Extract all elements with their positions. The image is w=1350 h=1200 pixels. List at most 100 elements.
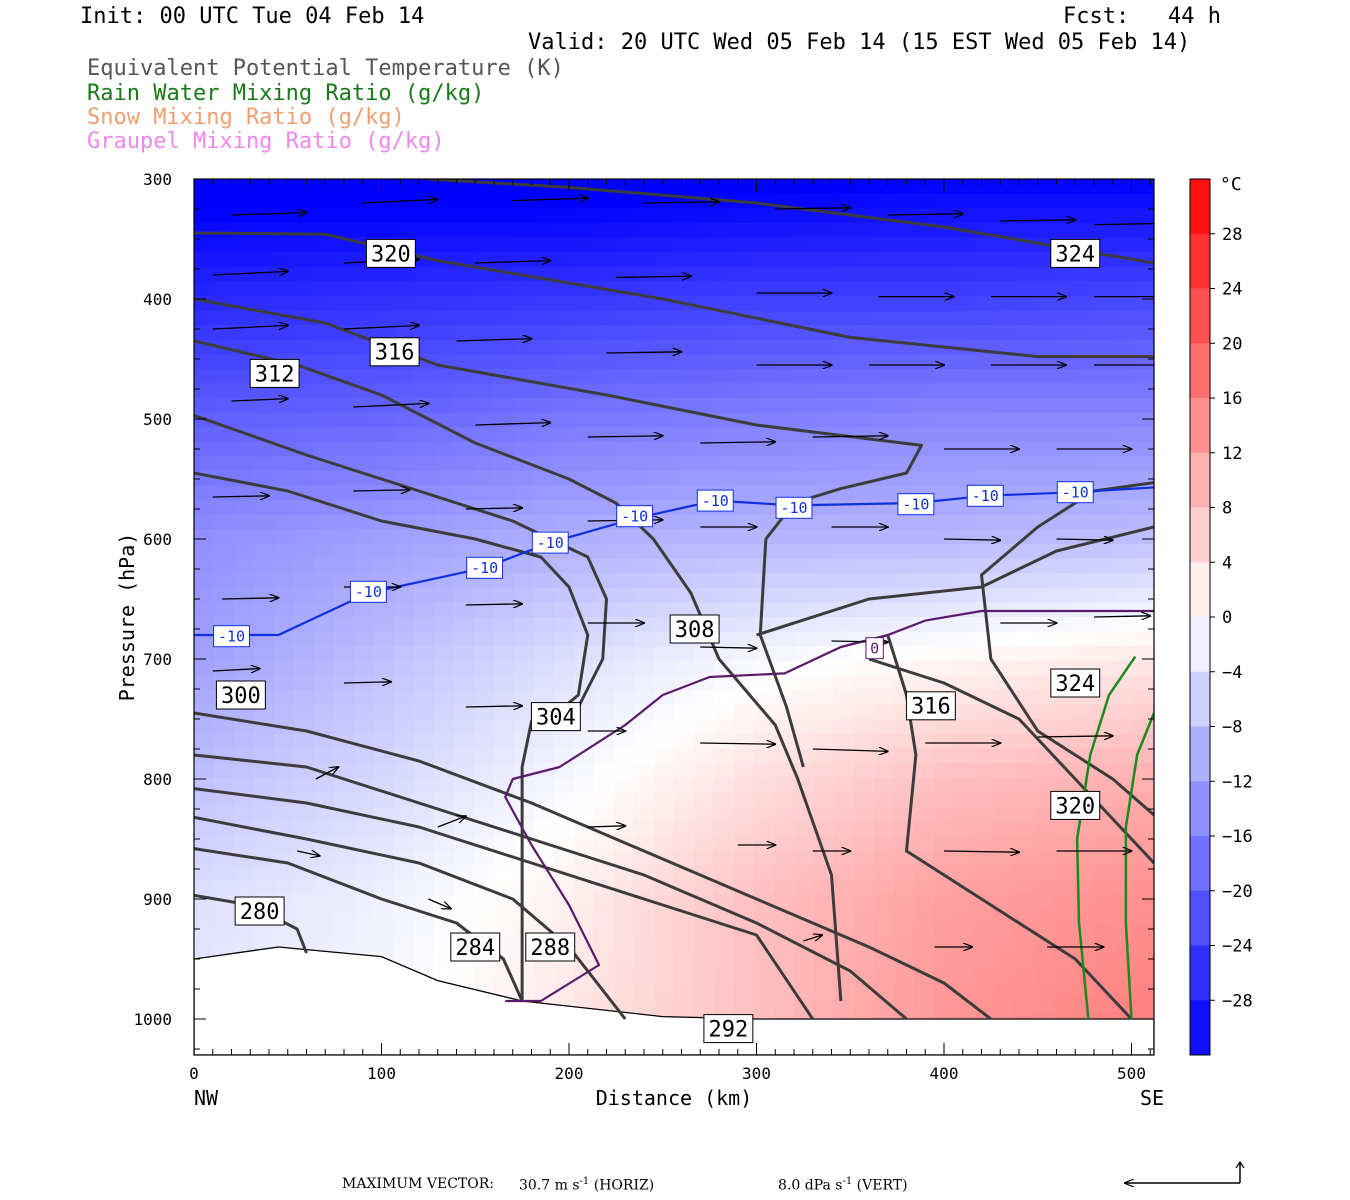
field-cell: [774, 456, 795, 472]
field-cell: [694, 222, 715, 238]
field-cell: [1054, 529, 1075, 545]
field-cell: [834, 865, 855, 881]
field-cell: [974, 704, 995, 720]
field-cell: [834, 879, 855, 895]
field-cell: [294, 295, 315, 311]
field-cell: [834, 996, 855, 1012]
field-cell: [374, 938, 395, 954]
field-cell: [1034, 208, 1055, 224]
field-cell: [714, 675, 735, 691]
field-cell: [394, 836, 415, 852]
field-cell: [394, 587, 415, 603]
field-cell: [654, 836, 675, 852]
field-cell: [714, 982, 735, 998]
field-cell: [1134, 412, 1154, 428]
field-cell: [834, 354, 855, 370]
wind-vector: [700, 743, 775, 744]
field-cell: [834, 894, 855, 910]
field-cell: [854, 310, 875, 326]
field-cell: [1114, 281, 1135, 297]
field-cell: [1014, 368, 1035, 384]
field-cell: [1014, 996, 1035, 1012]
field-cell: [514, 383, 535, 399]
wind-vector: [353, 490, 409, 491]
field-cell: [194, 281, 215, 297]
theta-e-line: [194, 413, 608, 1001]
field-cell: [1054, 310, 1075, 326]
field-cell: [694, 748, 715, 764]
field-cell: [854, 325, 875, 341]
field-cell: [854, 514, 875, 530]
field-cell: [734, 339, 755, 355]
field-cell: [1114, 310, 1135, 326]
field-cell: [454, 719, 475, 735]
field-cell: [1094, 325, 1115, 341]
field-cell: [374, 763, 395, 779]
field-cell: [414, 222, 435, 238]
field-cell: [514, 602, 535, 618]
field-cell: [634, 325, 655, 341]
field-cell: [734, 806, 755, 822]
field-cell: [274, 544, 295, 560]
field-cell: [594, 558, 615, 574]
field-cell: [614, 777, 635, 793]
field-cell: [434, 558, 455, 574]
colorbar-unit: °C: [1220, 174, 1242, 195]
field-cell: [1034, 879, 1055, 895]
field-cell: [1014, 398, 1035, 414]
field-cell: [854, 923, 875, 939]
field-cell: [294, 646, 315, 662]
field-cell: [394, 923, 415, 939]
field-cell: [1134, 587, 1154, 603]
field-cell: [1134, 675, 1154, 691]
field-cell: [274, 675, 295, 691]
rain-line: [1124, 712, 1154, 1020]
field-cell: [214, 237, 235, 253]
field-cell: [774, 368, 795, 384]
field-cell: [494, 252, 515, 268]
field-cell: [1034, 310, 1055, 326]
field-cell: [1014, 456, 1035, 472]
field-cell: [754, 514, 775, 530]
field-cell: [1034, 427, 1055, 443]
field-cell: [214, 660, 235, 676]
field-cell: [894, 865, 915, 881]
field-cell: [854, 748, 875, 764]
field-cell: [194, 602, 215, 618]
field-cell: [1114, 237, 1135, 253]
field-cell: [794, 836, 815, 852]
field-cell: [734, 295, 755, 311]
field-cell: [234, 733, 255, 749]
field-cell: [574, 529, 595, 545]
field-cell: [874, 310, 895, 326]
field-cell: [234, 646, 255, 662]
field-cell: [894, 938, 915, 954]
field-cell: [954, 529, 975, 545]
field-cell: [854, 558, 875, 574]
field-cell: [474, 850, 495, 866]
field-cell: [914, 558, 935, 574]
field-cell: [594, 427, 615, 443]
field-cell: [974, 427, 995, 443]
field-cell: [754, 909, 775, 925]
field-cell: [274, 704, 295, 720]
field-cell: [1134, 777, 1154, 793]
field-cell: [874, 982, 895, 998]
field-cell: [634, 748, 655, 764]
field-cell: [914, 660, 935, 676]
field-cell: [374, 368, 395, 384]
field-cell: [1094, 894, 1115, 910]
field-cell: [494, 412, 515, 428]
field-cell: [1034, 660, 1055, 676]
field-cell: [454, 441, 475, 457]
field-cell: [794, 719, 815, 735]
field-cell: [814, 368, 835, 384]
field-cell: [634, 879, 655, 895]
field-cell: [574, 660, 595, 676]
field-cell: [1114, 982, 1135, 998]
field-cell: [994, 427, 1015, 443]
theta-e-label-box: [905, 691, 956, 721]
field-cell: [314, 879, 335, 895]
field-cell: [974, 938, 995, 954]
field-cell: [774, 325, 795, 341]
